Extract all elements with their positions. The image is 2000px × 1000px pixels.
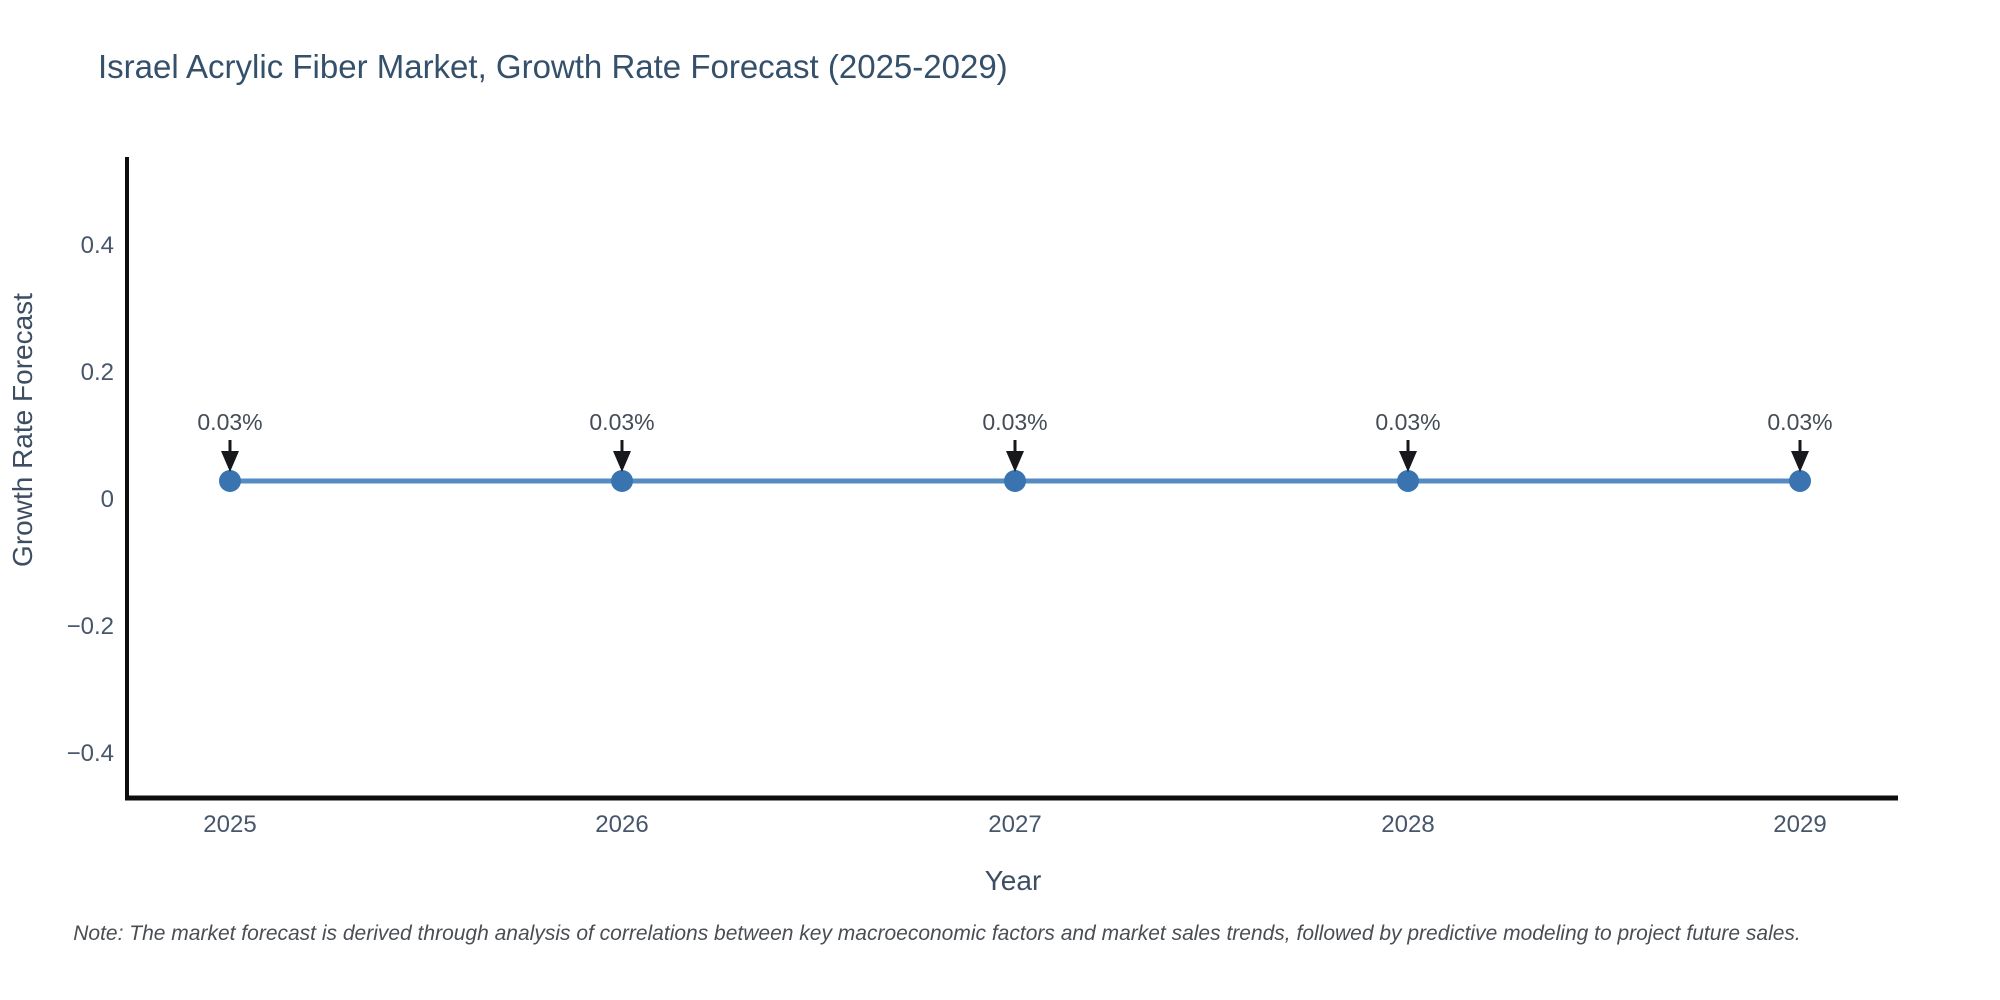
y-axis-title: Growth Rate Forecast — [7, 293, 38, 567]
arrow-head-icon — [1791, 451, 1809, 472]
annotation-label: 0.03% — [1767, 409, 1832, 435]
data-point-marker — [219, 470, 241, 492]
data-point-marker — [1004, 470, 1026, 492]
x-tick-label: 2026 — [595, 811, 648, 838]
annotation-label: 0.03% — [589, 409, 654, 435]
arrow-head-icon — [613, 451, 631, 472]
y-tick-label: 0.2 — [81, 359, 114, 386]
arrow-head-icon — [1399, 451, 1417, 472]
point-annotation: 0.03% — [589, 409, 655, 472]
x-tick-label: 2027 — [988, 811, 1041, 838]
arrow-head-icon — [221, 451, 239, 472]
annotation-label: 0.03% — [197, 409, 262, 435]
annotation-label: 0.03% — [982, 409, 1047, 435]
data-point-marker — [1789, 470, 1811, 492]
x-tick-label: 2028 — [1381, 811, 1434, 838]
point-annotation: 0.03% — [1767, 409, 1833, 472]
footnote: Note: The market forecast is derived thr… — [73, 922, 1801, 945]
annotation-label: 0.03% — [1375, 409, 1440, 435]
chart-title: Israel Acrylic Fiber Market, Growth Rate… — [98, 48, 1008, 85]
y-tick-label: 0 — [101, 486, 114, 513]
x-tick-label: 2025 — [203, 811, 256, 838]
arrow-head-icon — [1006, 451, 1024, 472]
y-tick-label: −0.2 — [67, 613, 114, 640]
point-annotation: 0.03% — [1375, 409, 1441, 472]
data-point-marker — [611, 470, 633, 492]
y-tick-label: 0.4 — [81, 232, 114, 259]
y-tick-label: −0.4 — [67, 740, 114, 767]
point-annotation: 0.03% — [197, 409, 263, 472]
data-point-marker — [1397, 470, 1419, 492]
x-tick-label: 2029 — [1773, 811, 1826, 838]
point-annotation: 0.03% — [982, 409, 1048, 472]
x-axis-title: Year — [985, 865, 1042, 896]
